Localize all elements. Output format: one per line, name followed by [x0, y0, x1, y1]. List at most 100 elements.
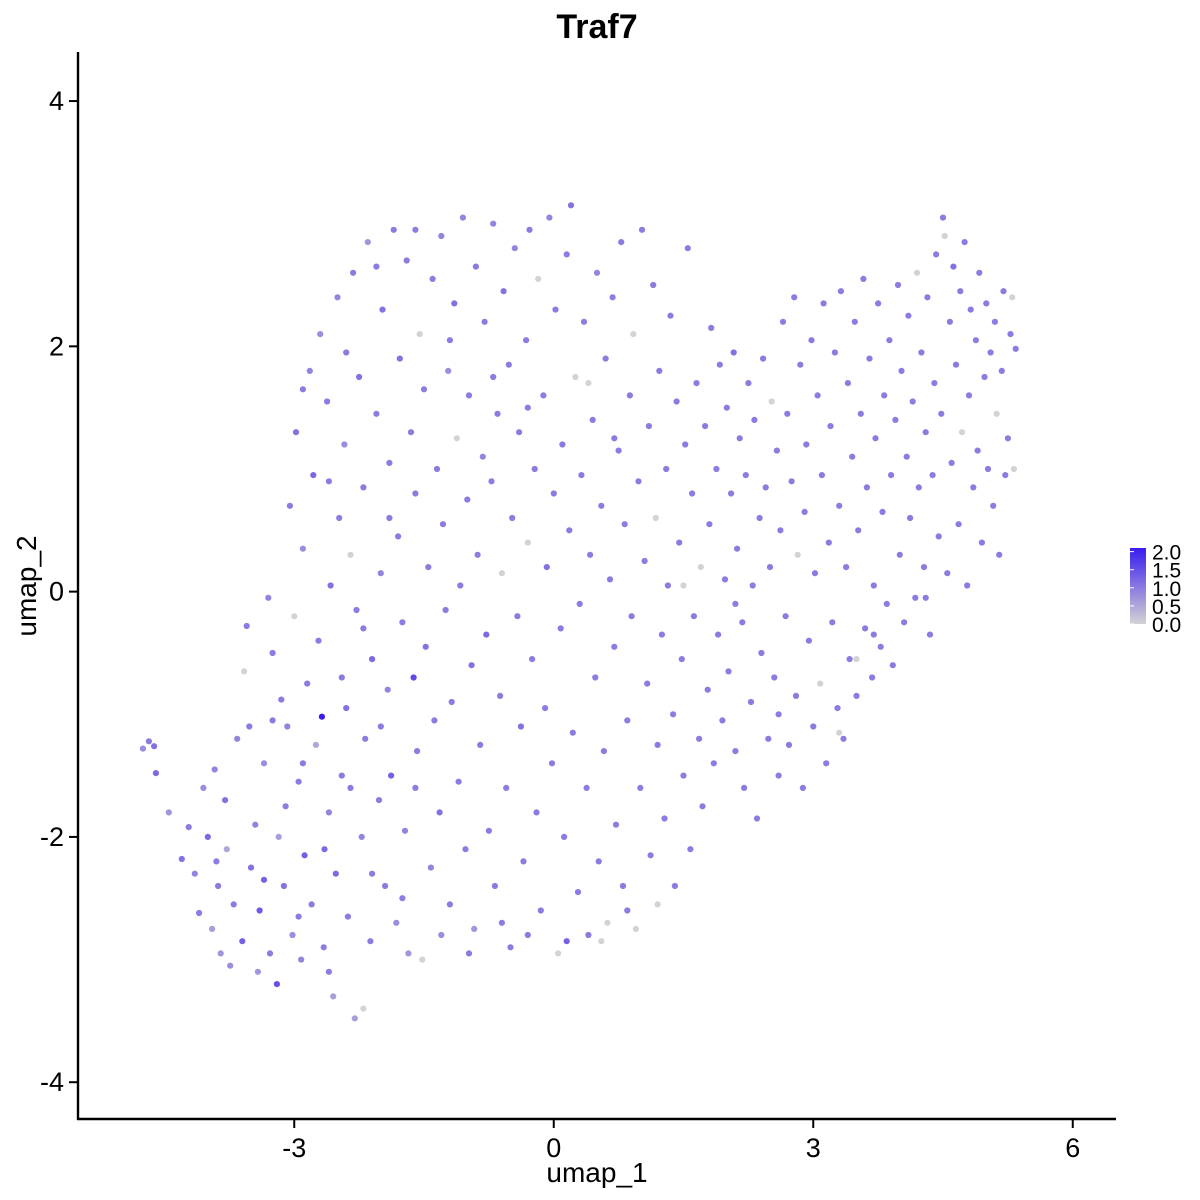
cell-point — [497, 692, 504, 700]
cell-point — [881, 392, 888, 399]
cell-point — [818, 472, 826, 479]
cell-point — [422, 643, 429, 650]
cell-point — [645, 423, 653, 430]
cell-point — [491, 882, 498, 890]
cell-point — [777, 527, 784, 534]
cell-point — [673, 398, 680, 405]
cell-point — [524, 931, 531, 939]
cell-point — [416, 331, 423, 338]
cell-point — [708, 324, 715, 331]
cell-point — [483, 631, 490, 638]
cell-point — [386, 514, 393, 522]
cell-point — [658, 631, 666, 638]
cell-point — [585, 931, 592, 939]
cell-point — [269, 649, 276, 657]
cell-point — [676, 539, 683, 546]
cell-point — [284, 723, 291, 730]
cell-point — [488, 478, 495, 485]
cell-point — [981, 373, 988, 381]
cell-point — [569, 729, 576, 736]
cell-point — [713, 465, 720, 473]
cell-point — [849, 453, 856, 460]
cell-point — [785, 741, 793, 749]
cell-point — [725, 668, 732, 675]
x-tick-label: -3 — [282, 1133, 306, 1163]
cell-point — [464, 496, 471, 503]
cell-point — [209, 925, 216, 933]
cell-point — [595, 858, 602, 865]
cell-point — [825, 539, 832, 546]
cell-point — [723, 404, 730, 411]
cell-point — [630, 331, 637, 338]
cell-point — [638, 226, 646, 233]
cell-point — [860, 275, 867, 282]
cell-point — [978, 539, 986, 546]
cell-point — [548, 760, 556, 767]
cell-point — [888, 472, 895, 479]
cell-point — [974, 447, 981, 454]
cell-point — [1012, 345, 1019, 352]
cell-point — [598, 502, 605, 509]
cell-point — [509, 514, 516, 522]
cell-point — [710, 760, 717, 767]
cell-point — [745, 380, 752, 387]
cell-point — [704, 686, 711, 693]
cell-point — [680, 772, 687, 779]
cell-point — [520, 858, 527, 865]
cell-point — [628, 613, 635, 620]
cell-point — [784, 410, 791, 417]
cell-point — [260, 760, 268, 767]
cell-point — [356, 373, 363, 381]
cell-point — [765, 735, 772, 742]
cell-point — [246, 723, 253, 730]
cell-point — [905, 312, 912, 319]
cell-point — [844, 380, 852, 387]
x-axis-ticks: -3 0 3 6 — [282, 1119, 1080, 1163]
cell-point — [773, 447, 781, 454]
cell-point — [234, 735, 241, 742]
cell-point — [468, 662, 475, 669]
cell-point — [829, 619, 836, 626]
chart-title: Traf7 — [556, 8, 637, 46]
cell-point — [958, 429, 966, 436]
cell-point — [585, 380, 592, 387]
cell-point — [644, 680, 651, 687]
cell-point — [223, 846, 230, 853]
cell-point — [837, 288, 845, 295]
cell-point — [364, 239, 371, 246]
cell-point — [771, 674, 778, 681]
cell-point — [898, 367, 905, 374]
cell-point — [875, 300, 882, 307]
cell-point — [542, 705, 549, 712]
cell-point — [799, 784, 807, 792]
cell-point — [706, 521, 713, 528]
cell-point — [892, 416, 899, 423]
cell-point — [390, 226, 397, 233]
cell-point — [635, 478, 642, 485]
cell-point — [266, 950, 274, 957]
cell-point — [543, 564, 550, 571]
cell-point — [481, 318, 488, 325]
cell-point — [265, 594, 272, 601]
cell-point — [399, 895, 406, 902]
cell-point — [747, 698, 755, 706]
cell-point — [896, 551, 903, 558]
cell-point — [353, 606, 360, 614]
cell-point — [152, 770, 159, 777]
cell-point — [810, 723, 817, 730]
cell-point — [453, 435, 460, 442]
cell-point — [324, 398, 331, 405]
cell-point — [299, 545, 306, 552]
cell-point — [965, 392, 973, 399]
cell-point — [721, 576, 729, 583]
cell-point — [621, 521, 628, 528]
cell-point — [768, 398, 775, 405]
cell-point — [457, 582, 464, 589]
cell-point — [983, 300, 990, 307]
cell-point — [611, 643, 618, 650]
cell-point — [734, 545, 741, 552]
cell-point — [396, 355, 403, 362]
cell-point — [433, 465, 441, 473]
cell-point — [1000, 288, 1007, 295]
cell-point — [682, 441, 689, 448]
